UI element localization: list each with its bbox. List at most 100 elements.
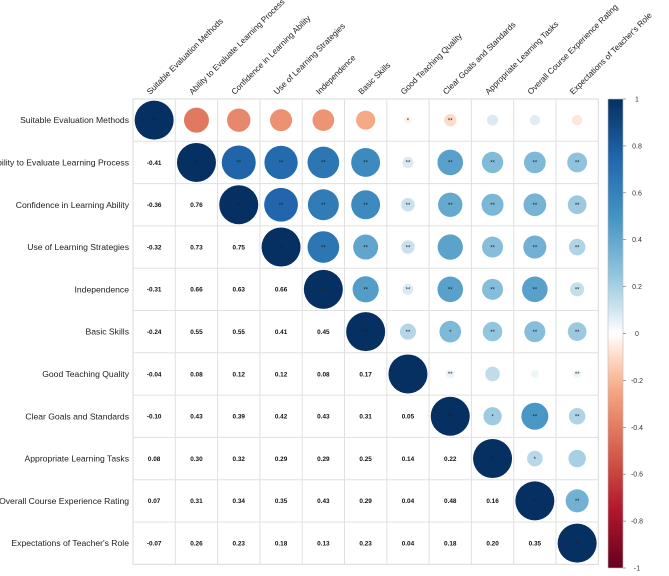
colorbar-tick-label: 0.2	[632, 284, 642, 291]
corr-circle-4-8	[482, 278, 504, 300]
sig-marker-2-3: **	[279, 203, 284, 209]
row-label-8: Appropriate Learning Tasks	[25, 454, 129, 464]
grid-border	[132, 98, 599, 565]
corr-circle-4-7	[437, 276, 464, 303]
corr-value-6-2: 0.12	[233, 371, 246, 378]
sig-marker-2-4: **	[321, 203, 326, 209]
corr-circle-3-5	[353, 234, 379, 260]
sig-marker-6-6: **	[406, 372, 411, 378]
column-label-8: Appropriate Learning Tasks	[484, 20, 561, 97]
colorbar-tick-label: 0.8	[632, 143, 642, 150]
corr-circle-0-1	[183, 107, 209, 133]
sig-marker-4-4: **	[321, 288, 326, 294]
column-label-7: Clear Goals and Standards	[441, 20, 517, 96]
sig-marker-5-7: *	[449, 330, 452, 336]
corr-circle-2-5	[351, 190, 381, 220]
corr-value-5-4: 0.45	[317, 329, 330, 336]
corr-circle-2-9	[523, 193, 547, 217]
colorbar-tick-label: 0.6	[632, 190, 642, 197]
corr-value-10-1: 0.26	[190, 540, 203, 547]
corr-value-9-5: 0.29	[359, 498, 372, 505]
colorbar-tick-label: -0.6	[631, 472, 643, 479]
sig-marker-6-10: **	[575, 372, 580, 378]
corr-circle-2-10	[567, 195, 587, 215]
corr-value-4-2: 0.63	[233, 287, 246, 294]
colorbar-tick-label: -1	[634, 566, 640, 573]
corr-circle-9-9	[515, 481, 555, 521]
corr-circle-5-7	[439, 320, 462, 343]
sig-marker-7-9: **	[533, 414, 538, 420]
corr-value-9-7: 0.48	[444, 498, 457, 505]
corr-circle-5-9	[524, 321, 546, 343]
sig-marker-4-7: **	[448, 288, 453, 294]
sig-marker-2-10: **	[575, 203, 580, 209]
corr-value-8-1: 0.30	[190, 456, 203, 463]
sig-marker-2-7: **	[448, 203, 453, 209]
sig-marker-1-2: **	[236, 161, 241, 167]
corr-circle-2-3	[264, 187, 298, 222]
sig-marker-0-6: *	[407, 118, 410, 124]
corr-circle-6-6	[388, 354, 428, 394]
corr-circle-1-5	[351, 147, 381, 177]
column-label-9: Overall Course Experience Rating	[526, 2, 620, 96]
corr-value-2-0: -0.36	[147, 202, 162, 209]
sig-marker-4-8: **	[490, 288, 495, 294]
corr-circle-3-8	[482, 236, 504, 258]
corr-value-10-6: 0.04	[402, 540, 415, 547]
corr-circle-3-6	[401, 240, 415, 254]
sig-marker-5-8: **	[490, 330, 495, 336]
sig-marker-0-0: **	[152, 118, 157, 124]
sig-marker-9-10: **	[575, 499, 580, 505]
corr-value-8-3: 0.29	[275, 456, 288, 463]
corr-circle-4-9	[522, 276, 548, 303]
color-legend: 1 0.8 0.6 0.4 0.2 0 -0.2 -0.4 -0.6 -0.8 -1	[607, 97, 643, 573]
row-label-4: Independence	[75, 284, 130, 294]
corr-value-6-5: 0.17	[359, 371, 372, 378]
corr-value-5-0: -0.24	[147, 329, 162, 336]
row-label-7: Clear Goals and Standards	[25, 411, 129, 421]
corr-value-9-2: 0.34	[233, 498, 246, 505]
corr-value-4-1: 0.66	[190, 287, 203, 294]
corr-value-6-4: 0.08	[317, 371, 330, 378]
corr-circle-8-8	[473, 439, 513, 479]
colorbar-tick-label: -0.8	[631, 519, 643, 526]
corr-circle-4-10	[570, 282, 585, 297]
sig-marker-1-5: **	[363, 161, 368, 167]
corr-circle-6-8	[485, 366, 500, 382]
corr-circle-1-1	[176, 142, 216, 182]
row-label-2: Confidence in Learning Ability	[16, 200, 130, 210]
sig-marker-4-5: **	[363, 288, 368, 294]
corr-circle-6-10	[573, 370, 582, 378]
sig-marker-3-8: **	[490, 245, 495, 251]
sig-marker-4-10: **	[575, 288, 580, 294]
corr-circle-0-2	[227, 108, 251, 132]
sig-marker-4-9: **	[533, 288, 538, 294]
sig-marker-1-9: **	[533, 161, 538, 167]
sig-marker-3-10: **	[575, 245, 580, 251]
corr-circle-0-0	[134, 100, 174, 140]
column-label-4: Independence	[314, 53, 357, 96]
corr-value-7-0: -0.10	[147, 414, 162, 421]
sig-marker-2-6: **	[406, 203, 411, 209]
matrix-cells: ** * **-0.41 ** ** ** ** ** ** ** ** ** **-0.36 0.76 *…	[134, 100, 597, 563]
corr-circle-0-10	[571, 114, 583, 126]
sig-marker-4-6: **	[406, 288, 411, 294]
corr-value-9-0: 0.07	[148, 498, 161, 505]
corr-value-7-1: 0.43	[190, 414, 203, 421]
row-label-3: Use of Learning Strategies	[27, 242, 129, 252]
corr-circle-3-4	[307, 231, 340, 263]
sig-marker-1-10: **	[575, 161, 580, 167]
corr-value-8-0: 0.08	[148, 456, 161, 463]
corr-circle-7-8	[483, 407, 502, 426]
row-label-10: Expectations of Teacher's Role	[11, 538, 129, 548]
corr-circle-1-9	[523, 151, 546, 174]
column-label-10: Expectations of Teacher's Role	[568, 11, 654, 97]
corr-circle-0-4	[312, 109, 335, 132]
corr-value-7-6: 0.05	[402, 414, 415, 421]
corr-circle-8-9	[527, 450, 543, 467]
corr-value-9-3: 0.35	[275, 498, 288, 505]
colorbar	[607, 98, 624, 569]
sig-marker-5-6: **	[406, 330, 411, 336]
corr-circle-1-8	[481, 151, 504, 174]
